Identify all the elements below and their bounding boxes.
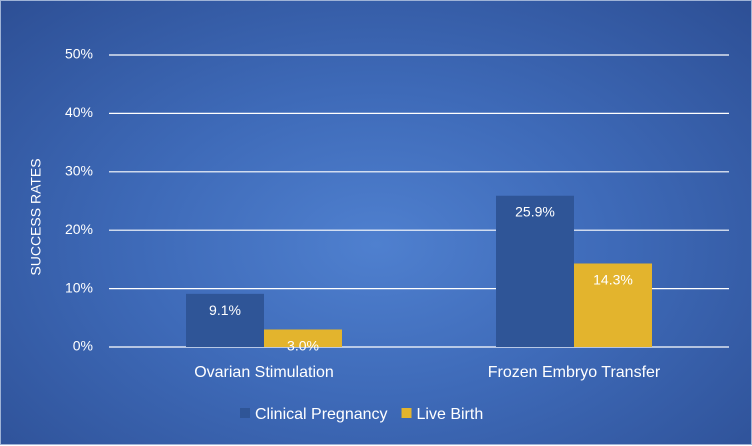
legend: Clinical Pregnancy Live Birth (240, 406, 483, 423)
legend-entry: Live Birth (417, 406, 484, 423)
x-tick-label: Ovarian Stimulation (194, 364, 334, 381)
x-tick-label: Frozen Embryo Transfer (488, 364, 661, 381)
y-axis-label: SUCCESS RATES (28, 158, 44, 275)
bar (574, 263, 652, 347)
bars: 9.1% 3.0% 25.9% 14.3% (186, 195, 652, 353)
bar (186, 293, 264, 347)
y-tick-label: 50% (65, 46, 93, 62)
y-tick-label: 20% (65, 221, 93, 237)
data-label: 9.1% (209, 302, 241, 318)
legend-swatch (240, 408, 250, 418)
y-tick-label: 30% (65, 163, 93, 179)
data-label: 3.0% (287, 337, 319, 353)
bar (264, 329, 342, 347)
category-labels: Ovarian Stimulation Frozen Embryo Transfe… (194, 364, 661, 381)
data-label: 25.9% (515, 204, 555, 220)
y-tick-label: 10% (65, 279, 93, 295)
bar (496, 195, 574, 347)
legend-entry: Clinical Pregnancy (255, 406, 388, 423)
legend-swatch (401, 408, 412, 418)
y-tick-label: 0% (73, 338, 93, 354)
data-label: 14.3% (593, 271, 633, 287)
y-axis-ticks: 0% 10% 20% 30% 40% 50% (65, 46, 93, 354)
y-tick-label: 40% (65, 104, 93, 120)
